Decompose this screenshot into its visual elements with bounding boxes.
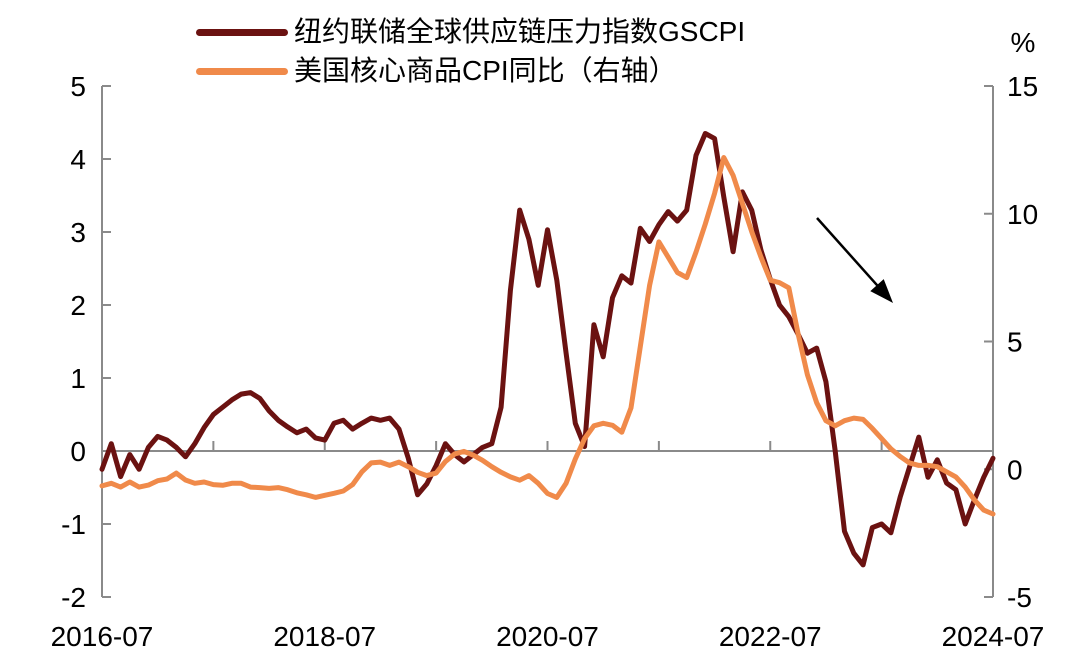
x-axis-tick-label: 2016-07 xyxy=(51,621,154,652)
trend-arrow-shaft xyxy=(816,217,882,290)
legend-item-gscpi: 纽约联储全球供应链压力指数GSCPI xyxy=(196,16,745,48)
x-axis-tick-label: 2022-07 xyxy=(719,621,822,652)
x-axis-tick-label: 2024-07 xyxy=(942,621,1045,652)
left-axis-tick-label: 1 xyxy=(70,363,86,394)
left-axis-tick-label: 3 xyxy=(70,217,86,248)
gscpi-line xyxy=(99,131,996,568)
right-axis-tick-label: 15 xyxy=(1007,71,1038,102)
legend-swatch-gscpi xyxy=(196,28,288,36)
right-axis-unit-label: % xyxy=(1011,27,1036,58)
left-axis-tick-label: 4 xyxy=(70,144,86,175)
legend-item-core-cpi: 美国核心商品CPI同比（右轴） xyxy=(196,55,745,87)
legend-label-gscpi: 纽约联储全球供应链压力指数GSCPI xyxy=(294,16,746,47)
legend-label-core-cpi: 美国核心商品CPI同比（右轴） xyxy=(294,55,677,87)
right-axis-tick-label: 10 xyxy=(1007,199,1038,230)
x-axis-tick-label: 2018-07 xyxy=(273,621,376,652)
right-axis-tick-label: 5 xyxy=(1007,327,1023,358)
right-axis-tick-label: -5 xyxy=(1007,582,1032,613)
left-axis-tick-label: 5 xyxy=(70,71,86,102)
core-goods-cpi-line xyxy=(99,155,996,517)
x-axis-tick-label: 2020-07 xyxy=(496,621,599,652)
left-axis-tick-label: -1 xyxy=(61,509,86,540)
left-axis-tick-label: -2 xyxy=(61,582,86,613)
left-axis-tick-label: 2 xyxy=(70,290,86,321)
trend-arrow-head xyxy=(870,279,893,303)
left-axis-tick-label: 0 xyxy=(70,436,86,467)
right-axis-tick-label: 0 xyxy=(1007,454,1023,485)
legend: 纽约联储全球供应链压力指数GSCPI 美国核心商品CPI同比（右轴） xyxy=(196,16,745,87)
legend-swatch-core-cpi xyxy=(196,67,288,75)
